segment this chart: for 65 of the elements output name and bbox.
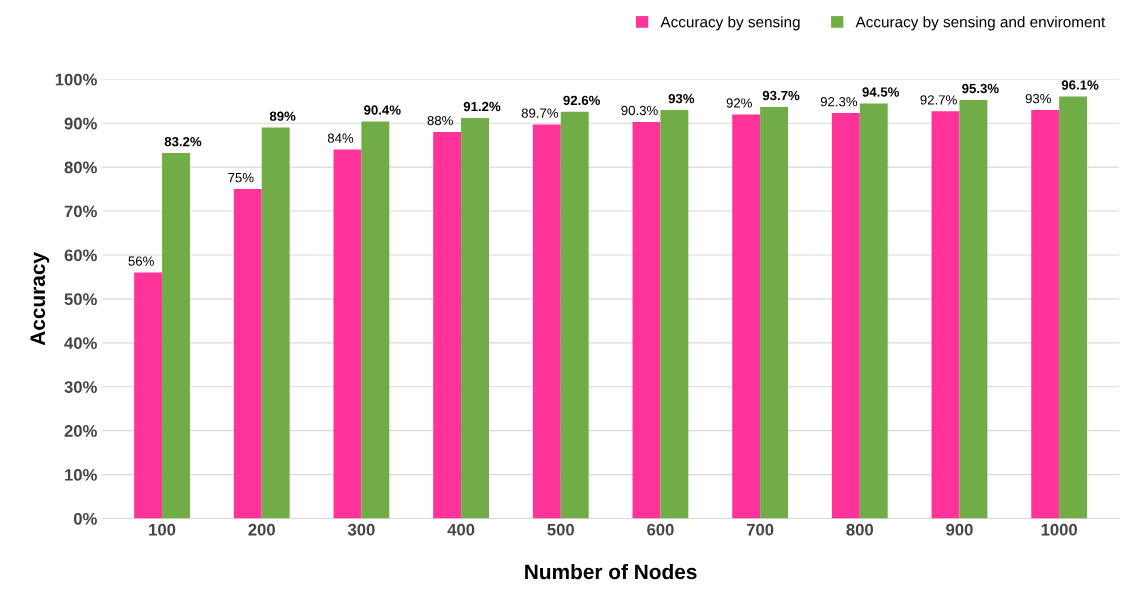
y-tick-label: 60% (64, 249, 97, 262)
bar (1031, 110, 1060, 519)
y-tick-label: 90% (64, 117, 97, 130)
data-label: 56% (128, 256, 154, 266)
bar (732, 114, 761, 519)
y-tick-label: 50% (64, 293, 97, 306)
x-tick-label: 1000 (1041, 523, 1078, 536)
x-tick-label: 700 (746, 523, 774, 536)
data-label: 92% (726, 98, 752, 108)
x-tick-label: 600 (647, 523, 674, 536)
bar (162, 153, 190, 519)
legend-label: Accuracy by sensing and enviroment (855, 16, 1106, 31)
bar (959, 99, 988, 519)
x-axis-title: Number of Nodes (525, 563, 697, 580)
bar (233, 189, 262, 519)
bar (433, 132, 462, 519)
data-label: 93.7% (762, 90, 800, 101)
x-tick-label: 200 (248, 523, 275, 536)
data-label: 96.1% (1061, 80, 1099, 90)
x-tick-label: 300 (347, 523, 375, 536)
data-label: 94.5% (862, 87, 900, 97)
bar (361, 121, 390, 519)
y-tick-label: 70% (64, 205, 97, 218)
bar (261, 127, 290, 519)
x-tick-label: 100 (149, 523, 176, 536)
data-label: 89% (269, 111, 296, 121)
x-tick-label: 900 (946, 523, 973, 536)
bar (660, 110, 689, 519)
data-label: 93% (668, 93, 695, 104)
bar (760, 106, 789, 519)
y-axis-title: Accuracy (30, 252, 50, 346)
y-tick-label: 20% (64, 425, 97, 437)
bar (859, 103, 888, 519)
data-label: 84% (327, 133, 354, 143)
legend-label: Accuracy by sensing (660, 16, 800, 31)
data-label: 89.7% (521, 108, 559, 118)
y-tick-label: 80% (64, 161, 97, 174)
x-tick-label: 400 (447, 523, 475, 536)
data-label: 95.3% (962, 83, 999, 94)
bar (461, 117, 489, 519)
data-label: 92.7% (920, 95, 957, 105)
data-label: 83.2% (164, 136, 202, 147)
data-label: 93% (1025, 93, 1051, 104)
bar (134, 272, 163, 519)
data-label: 90.3% (621, 105, 658, 116)
bar (931, 111, 960, 519)
y-tick-label: 0% (73, 512, 97, 525)
bar (632, 121, 661, 519)
y-tick-label: 10% (65, 468, 97, 481)
bar (1059, 96, 1088, 519)
y-tick-label: 30% (64, 381, 97, 393)
x-tick-label: 500 (547, 523, 574, 536)
data-label: 90.4% (364, 105, 401, 115)
data-label: 75% (228, 173, 254, 183)
y-tick-label: 40% (64, 337, 97, 350)
data-label: 88% (427, 115, 453, 126)
bar (560, 111, 589, 519)
bar (831, 113, 860, 519)
data-label: 91.2% (463, 101, 501, 112)
y-tick-label: 100% (55, 73, 97, 86)
bar (333, 149, 362, 519)
x-tick-label: 800 (846, 523, 874, 536)
data-label: 92.6% (563, 95, 601, 106)
bar (532, 124, 561, 519)
data-label: 92.3% (820, 97, 858, 107)
